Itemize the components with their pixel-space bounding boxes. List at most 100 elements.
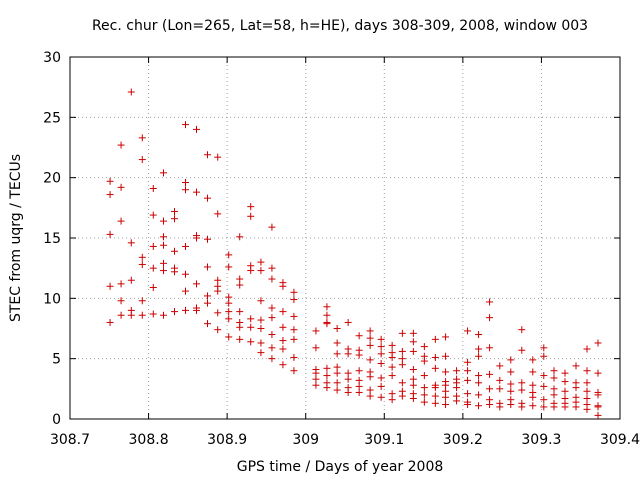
data-point bbox=[204, 151, 211, 159]
data-point bbox=[540, 403, 548, 411]
data-point bbox=[182, 121, 189, 129]
data-point bbox=[583, 387, 591, 395]
x-tick-labels: 308.7 308.8 308.9 309 309.1 309.2 309.3 309.4 bbox=[50, 432, 640, 448]
data-point bbox=[550, 391, 558, 399]
data-point bbox=[442, 401, 450, 409]
data-point bbox=[333, 386, 341, 394]
data-point bbox=[475, 379, 483, 387]
data-point bbox=[442, 352, 450, 360]
data-point bbox=[127, 88, 135, 96]
data-point bbox=[117, 297, 125, 305]
x-tick-label: 308.8 bbox=[129, 432, 169, 448]
data-point bbox=[225, 333, 233, 341]
data-point bbox=[409, 366, 417, 374]
data-point bbox=[204, 263, 211, 271]
data-point bbox=[214, 210, 222, 218]
data-point bbox=[149, 185, 157, 193]
data-point bbox=[431, 335, 439, 343]
data-point bbox=[138, 253, 146, 261]
data-point bbox=[561, 369, 569, 377]
data-point bbox=[149, 310, 157, 318]
data-point bbox=[475, 352, 483, 360]
y-tick-label: 5 bbox=[52, 352, 61, 368]
data-point bbox=[377, 350, 385, 358]
data-point bbox=[540, 372, 548, 380]
data-point bbox=[333, 350, 341, 358]
data-point bbox=[106, 191, 114, 199]
data-point bbox=[475, 391, 483, 399]
y-axis-label: STEC from uqrg / TECUs bbox=[8, 154, 24, 322]
data-point bbox=[529, 393, 537, 401]
data-point bbox=[138, 156, 146, 164]
data-point bbox=[149, 283, 157, 291]
data-point bbox=[377, 374, 385, 382]
data-point bbox=[312, 369, 320, 377]
data-point bbox=[127, 311, 135, 319]
data-point bbox=[583, 345, 591, 353]
data-point bbox=[225, 251, 233, 259]
data-point bbox=[117, 280, 125, 288]
data-point bbox=[171, 268, 178, 276]
data-point bbox=[409, 329, 417, 337]
data-point bbox=[453, 384, 461, 392]
data-point bbox=[540, 382, 548, 390]
data-point bbox=[127, 239, 135, 247]
data-point bbox=[409, 381, 417, 389]
data-point bbox=[398, 392, 406, 400]
data-point bbox=[529, 381, 537, 389]
data-point bbox=[442, 333, 450, 341]
data-point bbox=[594, 339, 602, 347]
data-point bbox=[550, 367, 558, 375]
data-point bbox=[290, 312, 298, 320]
data-point bbox=[420, 343, 428, 351]
data-point bbox=[214, 326, 222, 334]
data-point bbox=[268, 304, 276, 312]
data-point bbox=[409, 375, 417, 383]
data-point bbox=[344, 350, 352, 358]
data-point bbox=[193, 188, 200, 196]
data-point bbox=[344, 375, 352, 383]
data-point bbox=[583, 394, 591, 402]
data-point bbox=[247, 267, 255, 275]
data-point bbox=[268, 331, 276, 339]
data-point bbox=[171, 308, 178, 316]
data-point bbox=[366, 334, 374, 342]
data-point bbox=[388, 341, 396, 349]
data-point bbox=[377, 393, 385, 401]
data-point bbox=[388, 363, 396, 371]
data-point bbox=[257, 325, 265, 332]
data-point bbox=[388, 372, 396, 380]
data-point bbox=[594, 369, 602, 377]
y-tick-label: 0 bbox=[52, 412, 61, 428]
data-point bbox=[409, 347, 417, 355]
data-point bbox=[377, 359, 385, 367]
x-tick-label: 309.4 bbox=[600, 432, 640, 448]
data-point bbox=[268, 264, 276, 272]
data-point bbox=[561, 387, 569, 395]
data-point bbox=[486, 370, 494, 378]
data-point bbox=[257, 316, 265, 324]
data-point bbox=[160, 311, 167, 319]
data-point bbox=[366, 341, 374, 349]
data-point bbox=[388, 353, 396, 361]
data-point bbox=[290, 367, 298, 375]
data-point bbox=[138, 311, 146, 319]
data-point bbox=[507, 387, 515, 395]
data-point bbox=[182, 270, 189, 278]
data-point bbox=[464, 358, 472, 366]
data-point bbox=[594, 403, 602, 411]
data-point bbox=[355, 388, 363, 396]
data-point bbox=[236, 335, 244, 343]
data-point bbox=[529, 368, 537, 376]
data-point bbox=[257, 297, 265, 305]
data-point bbox=[149, 264, 157, 272]
data-point bbox=[312, 381, 320, 389]
data-point bbox=[204, 299, 211, 307]
x-tick-label: 309 bbox=[292, 432, 319, 448]
data-point bbox=[507, 356, 515, 364]
axis-ticks bbox=[69, 56, 621, 420]
data-point bbox=[398, 329, 406, 337]
data-point bbox=[279, 308, 287, 316]
data-point bbox=[561, 378, 569, 386]
data-point bbox=[204, 320, 211, 328]
